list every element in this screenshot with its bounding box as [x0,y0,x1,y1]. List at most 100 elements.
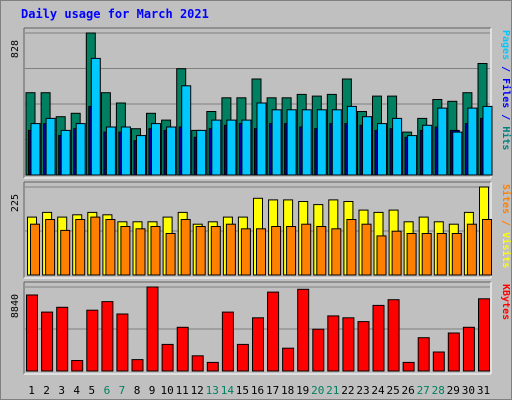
bar-kbytes-23 [357,321,370,372]
x-tick-label-7: 7 [119,384,126,397]
bar-sites-25 [391,230,402,276]
bar-sites-3 [60,229,71,276]
bar-kbytes-11 [176,326,189,372]
bar-kbytes-31 [478,298,490,372]
bar-pages-15 [241,119,252,176]
x-tick-label-2: 2 [43,384,50,397]
y-max-label-1: 828 [10,40,21,58]
bar-pages-5 [90,57,101,176]
bar-pages-27 [422,124,433,176]
bar-sites-26 [406,233,417,276]
bar-kbytes-28 [432,351,445,372]
bar-kbytes-9 [146,286,159,372]
x-tick-label-28: 28 [432,384,445,397]
bar-kbytes-6 [101,301,114,372]
x-tick-label-31: 31 [477,384,490,397]
x-tick-label-23: 23 [356,384,369,397]
bar-pages-9 [151,123,161,176]
x-tick-label-25: 25 [386,384,399,397]
chart-title: Daily usage for March 2021 [21,7,209,21]
bar-kbytes-16 [252,317,264,372]
bar-pages-2 [45,117,56,176]
legend-part: Sites [500,184,512,214]
legend-part: Hits [500,126,512,150]
bar-sites-6 [105,219,116,276]
bar-kbytes-15 [236,343,249,372]
bar-kbytes-2 [41,311,54,372]
x-tick-label-18: 18 [281,384,294,397]
x-tick-label-3: 3 [58,384,65,397]
bar-pages-21 [331,109,342,176]
bar-sites-2 [45,219,56,276]
x-tick-label-21: 21 [326,384,339,397]
bar-sites-4 [75,219,86,276]
bar-sites-10 [165,233,176,276]
bar-pages-25 [392,117,403,176]
x-tick-label-22: 22 [341,384,354,397]
bar-sites-15 [240,228,251,276]
legend-part: / [500,60,511,78]
bar-pages-17 [271,109,282,176]
bar-pages-6 [105,126,116,176]
bar-sites-13 [210,226,221,276]
bar-sites-19 [301,223,312,276]
bar-sites-27 [421,233,432,276]
bar-pages-4 [75,123,86,176]
bar-sites-18 [286,226,297,276]
bar-pages-16 [256,102,267,176]
bar-sites-31 [482,219,492,276]
bar-kbytes-4 [71,360,84,372]
bar-kbytes-7 [116,313,129,372]
bar-sites-7 [120,226,131,276]
legend-part: / [500,214,511,232]
bar-sites-20 [316,226,327,276]
bar-kbytes-26 [402,361,415,372]
y-max-label-3: 8840 [10,294,21,318]
bar-kbytes-3 [56,306,69,372]
bar-pages-31 [482,105,493,176]
bar-sites-24 [376,235,387,276]
bar-kbytes-10 [161,343,174,372]
legend-part: KBytes [500,284,511,320]
x-tick-label-19: 19 [296,384,309,397]
x-tick-label-29: 29 [447,384,460,397]
bar-sites-17 [271,226,282,276]
bar-pages-23 [362,116,372,176]
bar-pages-12 [196,129,207,176]
bar-kbytes-22 [342,317,355,372]
bar-kbytes-18 [282,347,295,372]
bar-pages-18 [286,109,297,176]
bar-pages-3 [60,129,71,176]
x-tick-label-11: 11 [176,384,189,397]
bar-pages-24 [377,123,387,176]
x-tick-label-27: 27 [417,384,430,397]
x-tick-label-12: 12 [191,384,204,397]
bar-pages-19 [301,109,312,176]
x-tick-label-14: 14 [221,384,235,397]
legend-label-1: Pages / Files / Hits [500,30,512,150]
bar-kbytes-27 [417,337,430,372]
legend-part: Pages [500,30,511,60]
bar-kbytes-12 [191,355,204,372]
bar-sites-21 [331,228,342,276]
bar-pages-26 [407,135,418,176]
bar-sites-11 [180,219,191,276]
x-tick-label-6: 6 [104,384,111,397]
bar-kbytes-30 [462,326,475,372]
bar-sites-30 [466,223,477,276]
bar-sites-23 [361,223,372,276]
bar-kbytes-8 [131,359,144,372]
x-tick-label-4: 4 [73,384,80,397]
bar-kbytes-1 [26,294,38,372]
bar-pages-29 [452,131,463,176]
bar-pages-7 [120,126,131,176]
x-tick-label-5: 5 [88,384,95,397]
bar-sites-8 [135,228,146,276]
bar-kbytes-19 [297,288,310,372]
bar-sites-14 [225,223,236,276]
bar-kbytes-21 [327,315,340,372]
y-max-label-2: 225 [10,194,21,212]
bar-sites-22 [346,219,357,276]
bar-pages-13 [211,119,222,176]
bar-pages-28 [437,107,448,176]
